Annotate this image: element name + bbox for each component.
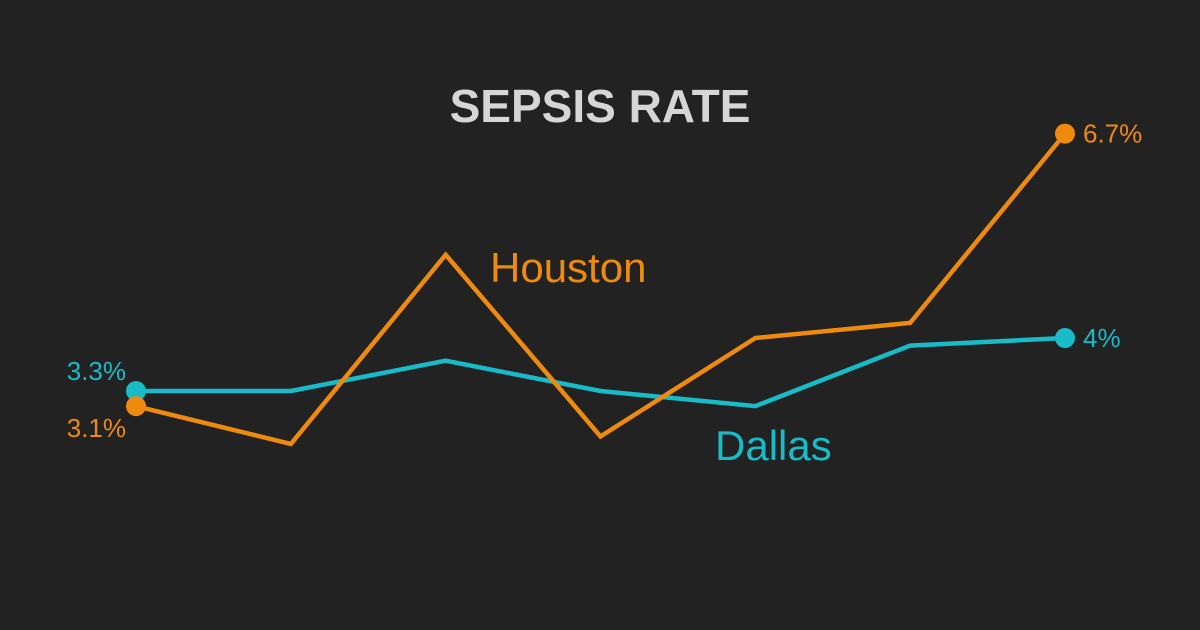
- houston-point-1: [126, 396, 146, 417]
- dallas-point-7: [1055, 328, 1075, 349]
- dallas-line: [136, 335, 1066, 409]
- houston-start-label: 3.1%: [67, 413, 126, 443]
- chart-title: SEPSIS RATE: [450, 80, 751, 132]
- dallas-series-label: Dallas: [715, 422, 832, 469]
- houston-line: [135, 132, 1067, 447]
- dallas-point-1: [126, 381, 146, 401]
- houston-end-label: 6.7%: [1083, 119, 1142, 149]
- houston-point-7: [1055, 123, 1075, 144]
- dallas-end-label: 4%: [1083, 323, 1121, 353]
- houston-series-label: Houston: [490, 244, 646, 291]
- dallas-start-label: 3.3%: [67, 356, 126, 386]
